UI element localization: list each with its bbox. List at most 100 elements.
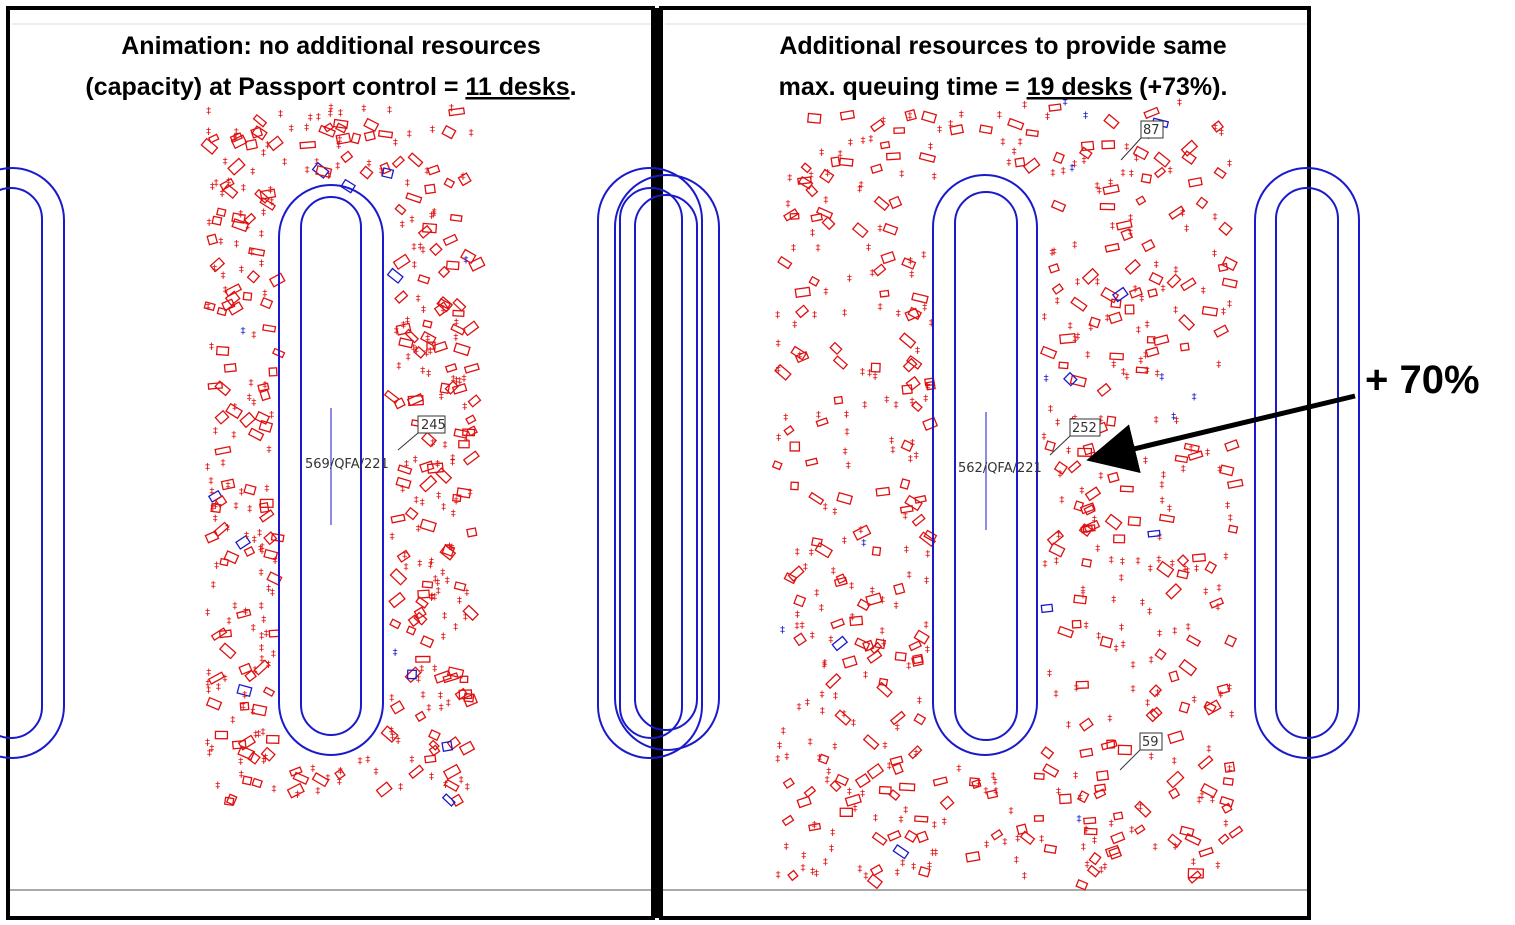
- passenger: ‡: [1134, 153, 1139, 164]
- passenger: ‡: [831, 566, 836, 577]
- passenger: ‡: [895, 867, 900, 878]
- passenger: ‡: [921, 250, 926, 261]
- passenger: ‡: [1022, 871, 1027, 882]
- passenger: ‡: [983, 786, 988, 797]
- passenger: ‡: [412, 260, 417, 271]
- passenger: ‡: [462, 374, 467, 385]
- passenger: ‡: [776, 364, 781, 375]
- passenger: ‡: [214, 561, 219, 572]
- passenger: ‡: [1161, 284, 1166, 295]
- passenger: ‡: [845, 427, 850, 438]
- passenger: ‡: [889, 435, 894, 446]
- passenger: ‡: [266, 583, 271, 594]
- passenger: ‡: [428, 560, 433, 571]
- passenger: ‡: [810, 228, 815, 239]
- passenger: ‡: [803, 562, 808, 573]
- passenger: ‡: [884, 395, 889, 406]
- passenger: ‡: [207, 217, 212, 228]
- passenger: ‡: [858, 525, 863, 536]
- passenger: ‡: [221, 458, 226, 469]
- tag-label: 245: [421, 418, 446, 433]
- passenger: ‡: [1191, 857, 1196, 868]
- passenger: ‡: [860, 789, 865, 800]
- passenger: ‡: [1140, 597, 1145, 608]
- tag-label: 59: [1142, 735, 1159, 750]
- passenger: ‡: [251, 330, 256, 341]
- passenger: ‡: [441, 502, 446, 513]
- passenger: ‡: [822, 658, 827, 669]
- passenger: ‡: [925, 381, 930, 392]
- passenger: ‡: [1074, 683, 1079, 694]
- passenger: ‡: [907, 111, 912, 122]
- passenger: ‡: [832, 507, 837, 518]
- passenger: ‡: [862, 400, 867, 411]
- passenger: ‡: [1080, 584, 1085, 595]
- passenger: ‡: [239, 487, 244, 498]
- passenger: ‡: [1180, 208, 1185, 219]
- passenger: ‡: [421, 304, 426, 315]
- passenger: ‡: [925, 645, 930, 656]
- passenger: ‡: [1119, 573, 1124, 584]
- passenger: ‡: [832, 741, 837, 752]
- flight-label: 562/QFA/221: [958, 461, 1042, 476]
- passenger: ‡: [409, 215, 414, 226]
- passenger: ‡: [325, 773, 330, 784]
- passenger: ‡: [435, 459, 440, 470]
- passenger: ‡: [1213, 122, 1218, 133]
- passenger: ‡: [1199, 791, 1204, 802]
- passenger: ‡: [223, 157, 228, 168]
- passenger: ‡: [213, 426, 218, 437]
- passenger: ‡: [328, 108, 333, 119]
- tag-label: 252: [1072, 421, 1097, 436]
- passenger: ‡: [873, 372, 878, 383]
- passenger: ‡: [261, 614, 266, 625]
- passenger: ‡: [440, 567, 445, 578]
- passenger: ‡: [870, 586, 875, 597]
- passenger: ‡: [239, 265, 244, 276]
- title-highlight: 19 desks: [1027, 73, 1133, 101]
- passenger: ‡: [895, 723, 900, 734]
- passenger: ‡: [460, 171, 465, 182]
- passenger: ‡: [373, 766, 378, 777]
- passenger: ‡: [1148, 563, 1153, 574]
- passenger: ‡: [208, 476, 213, 487]
- passenger: ‡: [464, 433, 469, 444]
- passenger: ‡: [1084, 621, 1089, 632]
- passenger: ‡: [1143, 350, 1148, 361]
- passenger: ‡: [238, 757, 243, 768]
- passenger: ‡: [205, 607, 210, 618]
- passenger: ‡: [1192, 392, 1197, 403]
- passenger: ‡: [959, 109, 964, 120]
- passenger: ‡: [890, 445, 895, 456]
- passenger: ‡: [1072, 240, 1077, 251]
- passenger: ‡: [464, 587, 469, 598]
- passenger: ‡: [243, 606, 248, 617]
- passenger: ‡: [453, 332, 458, 343]
- passenger: ‡: [787, 173, 792, 184]
- passenger: ‡: [851, 718, 856, 729]
- passenger: ‡: [810, 866, 815, 877]
- passenger: ‡: [268, 185, 273, 196]
- passenger: ‡: [922, 303, 927, 314]
- passenger: ‡: [244, 530, 249, 541]
- passenger: ‡: [823, 502, 828, 513]
- passenger: ‡: [425, 166, 430, 177]
- passenger: ‡: [240, 326, 245, 337]
- passenger: ‡: [823, 857, 828, 868]
- passenger: ‡: [247, 504, 252, 515]
- passenger: ‡: [1206, 744, 1211, 755]
- passenger: ‡: [997, 110, 1002, 121]
- passenger: ‡: [398, 782, 403, 793]
- passenger: ‡: [1075, 277, 1080, 288]
- passenger: ‡: [1061, 166, 1066, 177]
- passenger: ‡: [250, 167, 255, 178]
- passenger: ‡: [805, 697, 810, 708]
- passenger: ‡: [1111, 360, 1116, 371]
- passenger: ‡: [1098, 471, 1103, 482]
- callout: + 70%: [1365, 358, 1480, 402]
- passenger: ‡: [1228, 513, 1233, 524]
- passenger: ‡: [400, 219, 405, 230]
- passenger: ‡: [784, 842, 789, 853]
- passenger: ‡: [232, 601, 237, 612]
- passenger: ‡: [877, 224, 882, 235]
